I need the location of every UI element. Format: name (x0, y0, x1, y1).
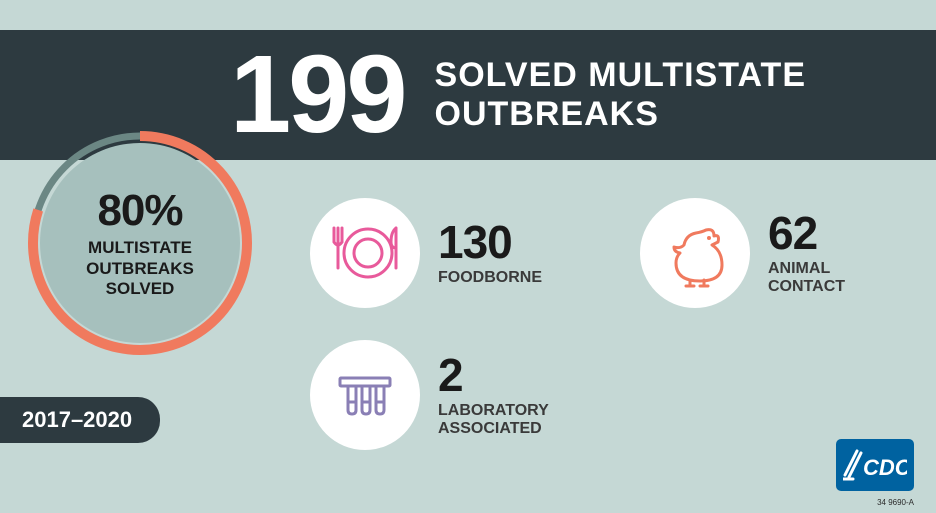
stat-lab: 2 LABORATORY ASSOCIATED (310, 340, 549, 450)
headline-line1: SOLVED MULTISTATE (435, 56, 806, 95)
foodborne-icon-circle (310, 198, 420, 308)
animal-value: 62 (768, 210, 845, 256)
foodborne-label: FOODBORNE (438, 269, 542, 287)
document-id: 34 9690-A (877, 498, 914, 507)
solved-inner: 80% MULTISTATE OUTBREAKS SOLVED (40, 143, 240, 343)
year-range-pill: 2017–2020 (0, 397, 160, 443)
plate-icon (328, 216, 402, 290)
solved-percent: 80% (97, 186, 182, 236)
stat-lab-text: 2 LABORATORY ASSOCIATED (438, 352, 549, 437)
stat-foodborne: 130 FOODBORNE (310, 198, 542, 308)
foodborne-value: 130 (438, 219, 542, 265)
headline-text: SOLVED MULTISTATE OUTBREAKS (435, 56, 806, 134)
cdc-logo: CDC (836, 439, 914, 491)
stat-animal-text: 62 ANIMAL CONTACT (768, 210, 845, 295)
cdc-logo-icon: CDC (843, 445, 907, 485)
solved-circle: 80% MULTISTATE OUTBREAKS SOLVED (25, 128, 255, 358)
test-tubes-icon (330, 360, 400, 430)
lab-value: 2 (438, 352, 549, 398)
animal-label: ANIMAL CONTACT (768, 260, 845, 295)
headline-number: 199 (230, 40, 405, 150)
lab-icon-circle (310, 340, 420, 450)
lab-label: LABORATORY ASSOCIATED (438, 402, 549, 437)
stat-foodborne-text: 130 FOODBORNE (438, 219, 542, 287)
headline-line2: OUTBREAKS (435, 95, 806, 134)
solved-label: MULTISTATE OUTBREAKS SOLVED (86, 238, 194, 299)
chicken-icon (656, 214, 734, 292)
animal-icon-circle (640, 198, 750, 308)
stat-animal: 62 ANIMAL CONTACT (640, 198, 845, 308)
cdc-text: CDC (863, 455, 907, 480)
